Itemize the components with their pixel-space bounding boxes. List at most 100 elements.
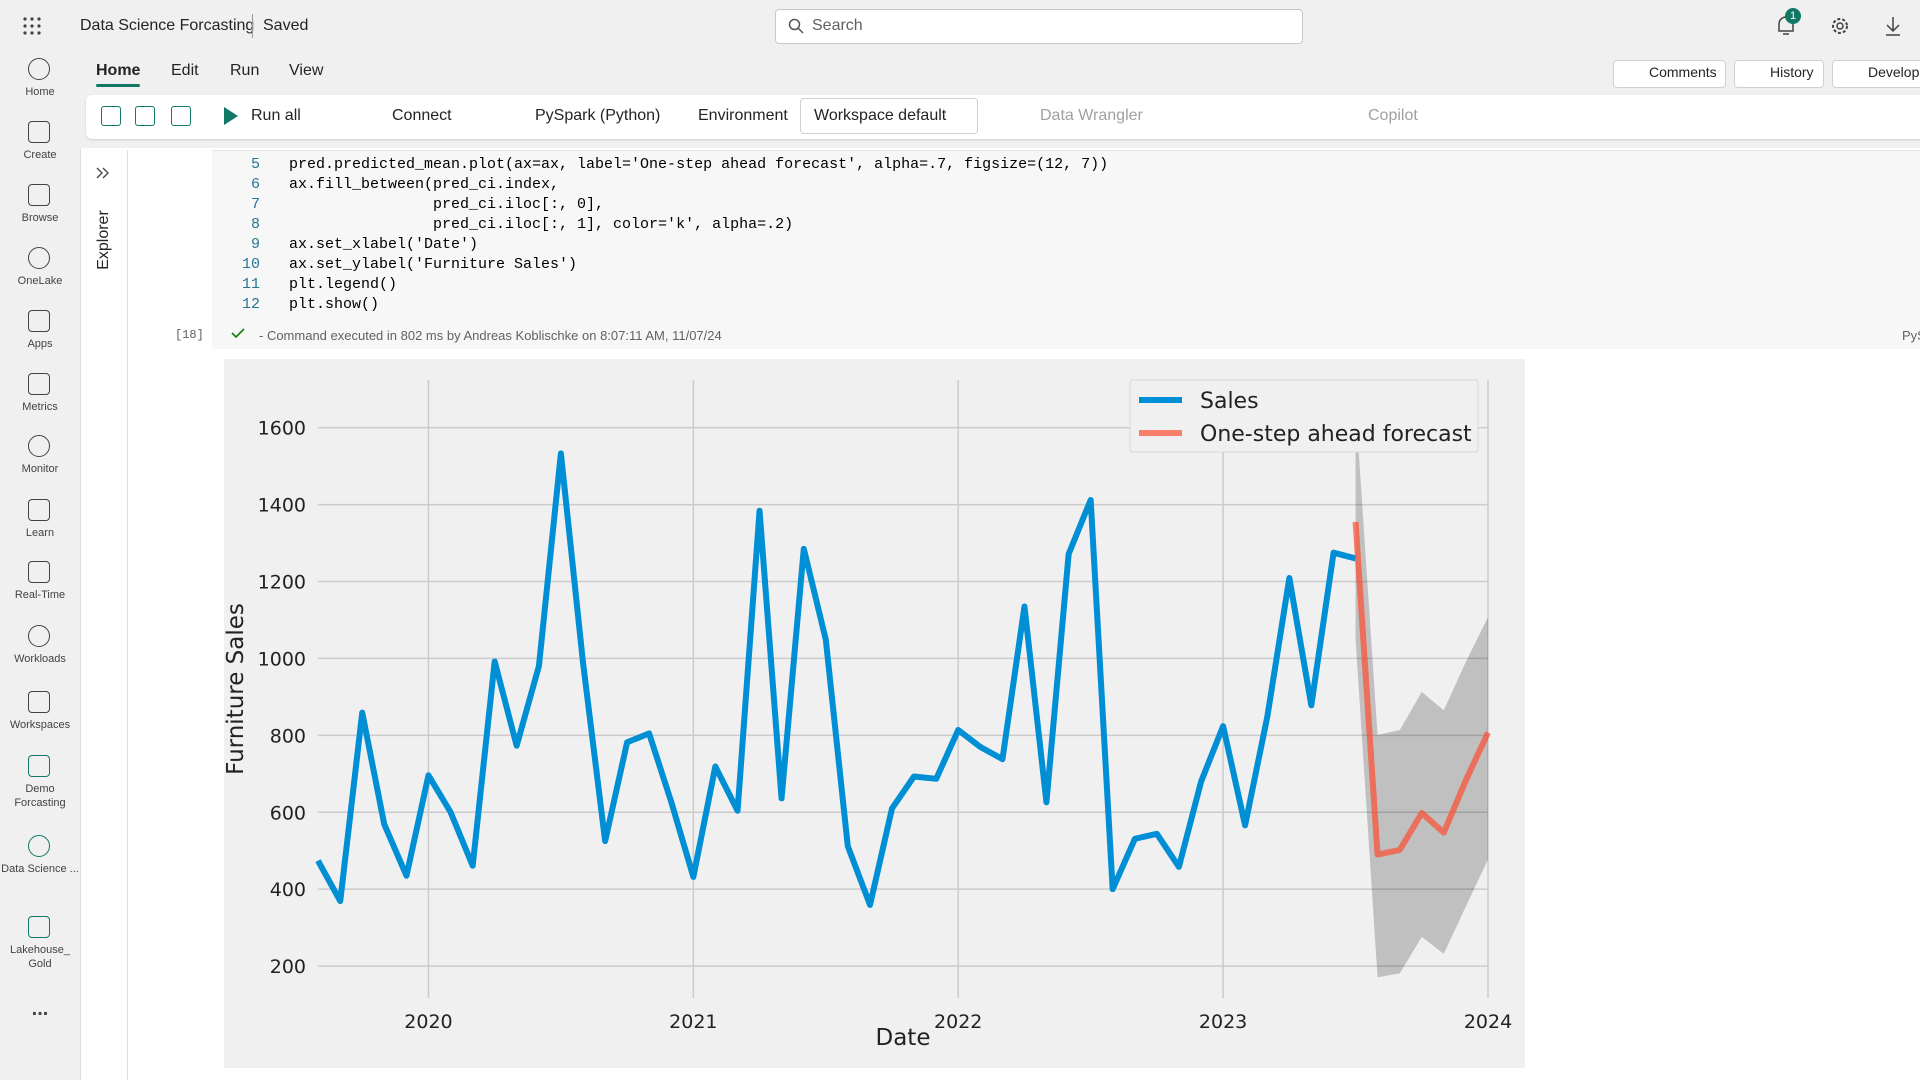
divider — [252, 14, 253, 38]
toolbar-data-wrangler[interactable]: Data Wrangler — [1040, 107, 1143, 125]
nav-icon[interactable] — [28, 435, 50, 457]
toolbar-language[interactable]: PySpark (Python) — [535, 107, 660, 125]
chart: Furniture Sales Date 200 400 600 800 1000 120… — [224, 359, 1525, 1068]
ribbon-tab[interactable]: View — [289, 62, 323, 80]
y-tick-label: 400 — [270, 879, 306, 901]
line-number: 7 — [230, 196, 260, 213]
line-number: 5 — [230, 156, 260, 173]
run-icon[interactable] — [224, 107, 238, 125]
nav-icon[interactable] — [28, 247, 50, 269]
line-number: 12 — [230, 296, 260, 313]
nav-icon[interactable] — [28, 916, 50, 938]
y-tick-label: 200 — [270, 956, 306, 978]
toolbar-icon[interactable] — [135, 106, 155, 126]
code-line: pred_ci.iloc[:, 1], color='k', alpha=.2) — [289, 216, 793, 233]
line-number: 11 — [230, 276, 260, 293]
explorer-label[interactable]: Explorer — [95, 196, 113, 284]
execution-status: - Command executed in 802 ms by Andreas … — [259, 328, 722, 343]
code-line: ax.set_xlabel('Date') — [289, 236, 478, 253]
nav-label[interactable]: OneLake — [0, 274, 80, 288]
x-tick-label: 2021 — [669, 1011, 717, 1033]
app-launcher[interactable] — [22, 16, 42, 36]
nav-more[interactable]: ... — [0, 1002, 80, 1016]
y-tick-label: 1200 — [258, 572, 306, 594]
toolbar-connect[interactable]: Connect — [392, 107, 452, 125]
header-button-label[interactable]: Develop — [1868, 64, 1919, 80]
code-line: pred.predicted_mean.plot(ax=ax, label='O… — [289, 156, 1108, 173]
ribbon-tab[interactable]: Home — [96, 62, 140, 80]
code-line: plt.show() — [289, 296, 379, 313]
y-tick-label: 1400 — [258, 495, 306, 517]
search-placeholder: Search — [812, 17, 863, 35]
legend-label: One-step ahead forecast — [1200, 422, 1472, 447]
legend-label: Sales — [1200, 389, 1259, 414]
x-tick-label: 2022 — [934, 1011, 982, 1033]
nav-icon[interactable] — [28, 755, 50, 777]
x-tick-label: 2023 — [1199, 1011, 1247, 1033]
success-check — [231, 327, 245, 339]
nav-icon[interactable] — [28, 835, 50, 857]
y-tick-label: 600 — [270, 802, 306, 824]
line-number: 8 — [230, 216, 260, 233]
nav-icon[interactable] — [28, 561, 50, 583]
nav-label[interactable]: Home — [0, 85, 80, 99]
nav-icon[interactable] — [28, 499, 50, 521]
nav-label[interactable]: Workspaces — [0, 718, 80, 732]
header-button-label[interactable]: Comments — [1649, 64, 1717, 80]
nav-label[interactable]: Lakehouse_ Gold — [0, 943, 80, 971]
workspace-dropdown[interactable] — [800, 98, 978, 134]
header-button-label[interactable]: History — [1770, 64, 1814, 80]
x-tick-label: 2024 — [1464, 1011, 1512, 1033]
nav-label[interactable]: Workloads — [0, 652, 80, 666]
explorer-panel — [80, 150, 128, 1080]
nav-label[interactable]: Learn — [0, 526, 80, 540]
nav-icon[interactable] — [28, 691, 50, 713]
code-line: ax.fill_between(pred_ci.index, — [289, 176, 559, 193]
nav-icon[interactable] — [28, 373, 50, 395]
save-status[interactable]: Saved — [263, 17, 308, 35]
toolbar-icon[interactable] — [171, 106, 191, 126]
cell-language: PyS — [1902, 328, 1920, 343]
nav-icon[interactable] — [28, 184, 50, 206]
y-tick-label: 1600 — [258, 418, 306, 440]
toolbar-environment[interactable]: Environment — [698, 107, 788, 125]
nav-label[interactable]: Data Science ... — [0, 862, 80, 876]
code-line: ax.set_ylabel('Furniture Sales') — [289, 256, 577, 273]
nav-icon[interactable] — [28, 625, 50, 647]
code-line: pred_ci.iloc[:, 0], — [289, 196, 604, 213]
nav-label[interactable]: Monitor — [0, 462, 80, 476]
toolbar-icon[interactable] — [101, 106, 121, 126]
notification-badge: 1 — [1785, 8, 1801, 24]
line-number: 9 — [230, 236, 260, 253]
execution-count: [18] — [175, 328, 204, 342]
tab-underline — [96, 84, 140, 87]
nav-icon[interactable] — [28, 121, 50, 143]
y-tick-label: 1000 — [258, 648, 306, 670]
figure-background — [224, 359, 1525, 1068]
nav-icon[interactable] — [28, 58, 50, 80]
y-axis-label: Furniture Sales — [224, 603, 249, 775]
search-icon — [788, 18, 804, 34]
download[interactable] — [1883, 15, 1903, 37]
notebook-title[interactable]: Data Science Forcasting — [80, 17, 254, 35]
toolbar-copilot[interactable]: Copilot — [1368, 107, 1418, 125]
nav-label[interactable]: Metrics — [0, 400, 80, 414]
line-number: 10 — [230, 256, 260, 273]
toolbar-run-all[interactable]: Run all — [251, 107, 301, 125]
x-axis-label: Date — [876, 1025, 931, 1051]
nav-label[interactable]: Real-Time — [0, 588, 80, 602]
nav-label[interactable]: Demo Forcasting — [0, 782, 80, 810]
nav-label[interactable]: Apps — [0, 337, 80, 351]
y-tick-label: 800 — [270, 725, 306, 747]
code-line: plt.legend() — [289, 276, 397, 293]
nav-icon[interactable] — [28, 310, 50, 332]
ribbon-tab[interactable]: Edit — [171, 62, 199, 80]
x-tick-label: 2020 — [404, 1011, 452, 1033]
toolbar — [86, 95, 1920, 139]
nav-label[interactable]: Browse — [0, 211, 80, 225]
ribbon-tab[interactable]: Run — [230, 62, 259, 80]
settings[interactable] — [1829, 15, 1851, 37]
nav-label[interactable]: Create — [0, 148, 80, 162]
expand-explorer[interactable] — [95, 166, 111, 180]
